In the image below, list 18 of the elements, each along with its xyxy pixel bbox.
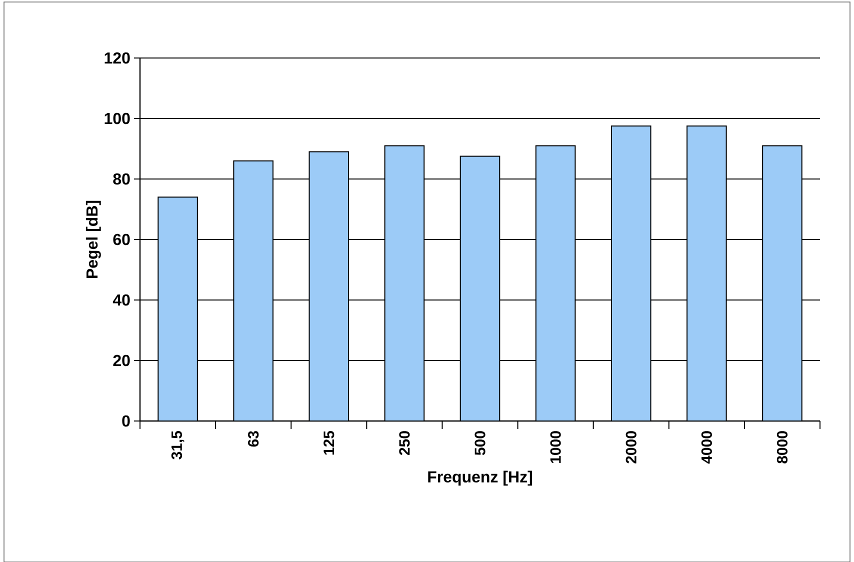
x-tick-label: 1000 (550, 430, 561, 463)
y-tick-label: 20 (113, 354, 130, 366)
x-tick-label: 500 (474, 430, 486, 455)
y-tick-label: 40 (112, 294, 130, 306)
x-tick-label: 31,5 (171, 430, 184, 460)
y-tick-label: 100 (104, 112, 130, 124)
y-tick-label: 60 (113, 234, 130, 245)
x-tick-label: 125 (324, 430, 334, 454)
y-tick-label: 0 (122, 415, 130, 426)
x-tick-label: 250 (399, 430, 410, 455)
x-axis-title: Frequenz [Hz] (428, 470, 532, 486)
x-tick-label: 63 (248, 430, 259, 446)
y-tick-label: 120 (104, 52, 130, 64)
x-tick-label: 2000 (626, 430, 636, 464)
y-tick-label: 80 (113, 173, 130, 184)
x-tick-label: 4000 (701, 430, 712, 464)
x-tick-label: 8000 (776, 430, 788, 464)
y-axis-title: Pegel [dB] (86, 200, 101, 278)
